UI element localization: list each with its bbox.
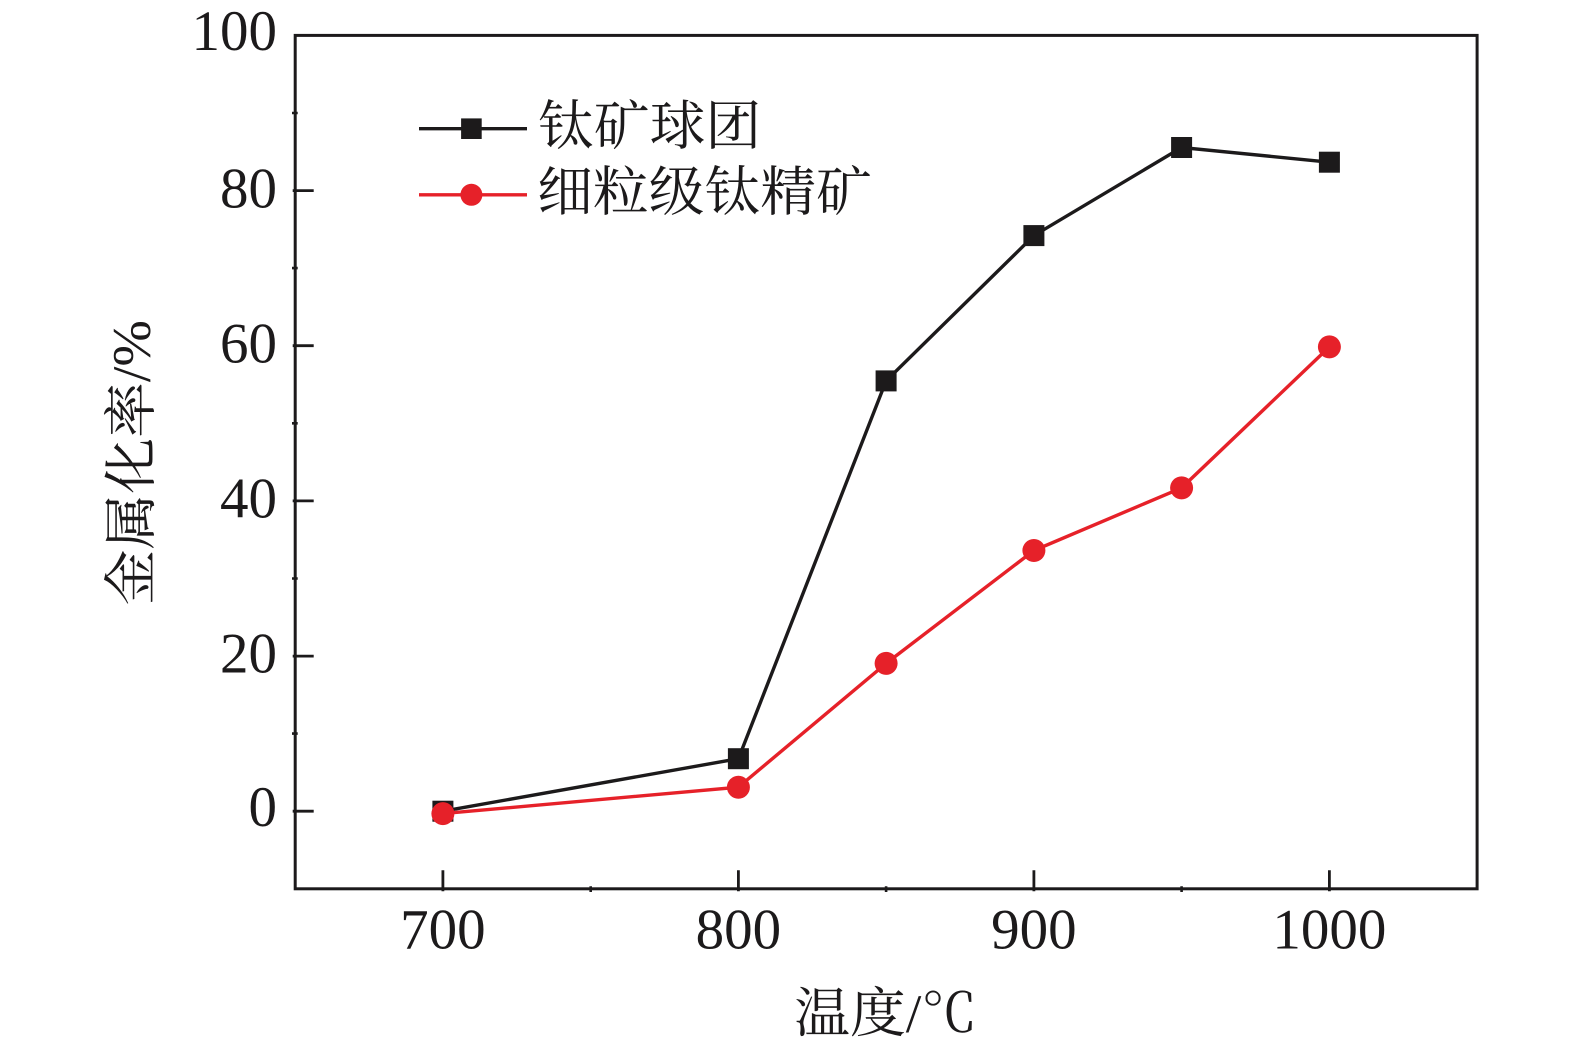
svg-text:1000: 1000: [1272, 899, 1386, 962]
svg-text:80: 80: [220, 158, 277, 221]
svg-text:700: 700: [400, 899, 486, 962]
svg-text:800: 800: [696, 899, 782, 962]
svg-text:60: 60: [220, 313, 277, 376]
svg-text:0: 0: [249, 776, 278, 839]
svg-text:900: 900: [991, 899, 1077, 962]
svg-text:100: 100: [192, 0, 278, 63]
svg-text:40: 40: [220, 468, 277, 531]
svg-text:20: 20: [220, 623, 277, 686]
